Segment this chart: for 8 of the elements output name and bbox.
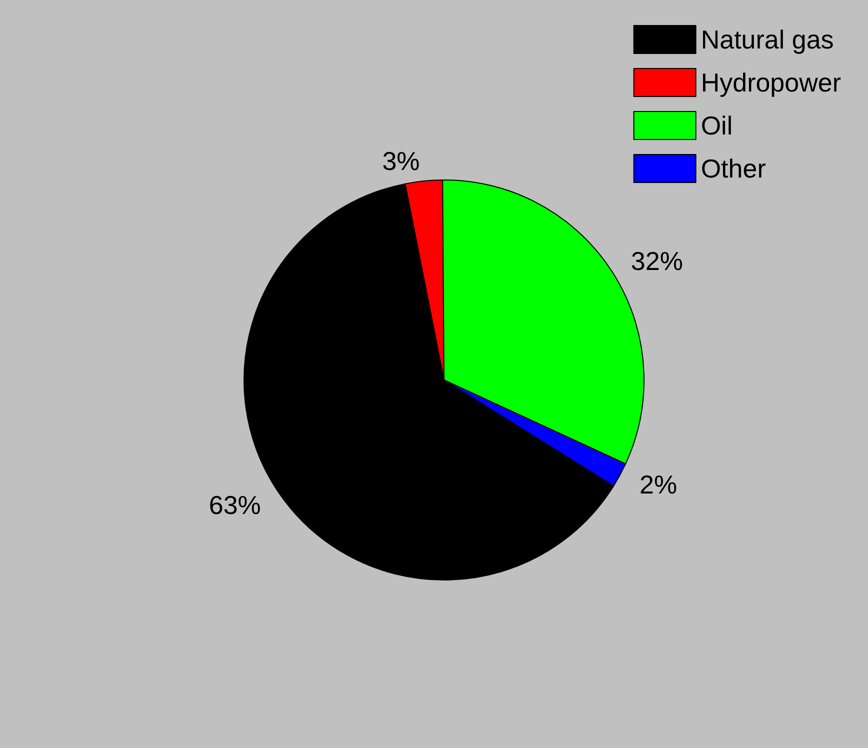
legend-label: Hydropower <box>700 68 842 98</box>
legend-label: Oil <box>700 110 733 140</box>
data-label: 32% <box>630 246 683 276</box>
legend-label: Natural gas <box>700 24 834 54</box>
data-label: 2% <box>640 470 678 500</box>
data-label: 3% <box>382 146 420 176</box>
legend-label: Other <box>700 154 766 184</box>
data-label: 63% <box>208 490 261 520</box>
